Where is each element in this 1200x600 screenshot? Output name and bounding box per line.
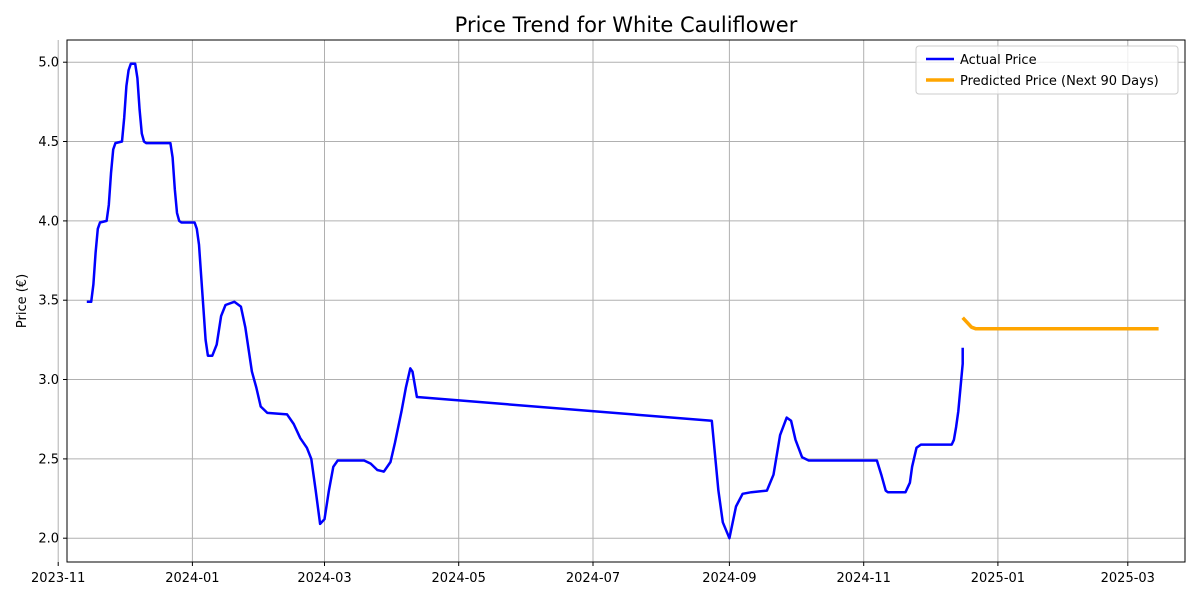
legend: Actual Price Predicted Price (Next 90 Da… <box>915 45 1179 95</box>
x-tick-label: 2024-07 <box>566 571 620 586</box>
grid <box>57 40 1185 562</box>
legend-label-actual: Actual Price <box>960 53 1037 68</box>
y-axis: 2.0 2.5 3.0 3.5 4.0 4.5 5.0 <box>38 56 67 547</box>
x-tick-label: 2023-11 <box>31 571 85 586</box>
x-tick-label: 2025-01 <box>971 571 1025 586</box>
series-line-actual-price <box>86 62 964 540</box>
y-tick-label: 3.0 <box>38 373 59 388</box>
y-tick-label: 5.0 <box>38 56 59 71</box>
legend-box <box>915 45 1179 95</box>
series-line-predicted-price <box>961 316 1159 331</box>
y-tick-label: 2.5 <box>38 452 59 467</box>
y-tick-label: 4.0 <box>38 214 59 229</box>
x-tick-label: 2025-03 <box>1101 571 1155 586</box>
y-tick-label: 4.5 <box>38 135 59 150</box>
y-tick-label: 2.0 <box>38 532 59 547</box>
x-axis: 2023-11 2024-01 2024-03 2024-05 2024-07 2024-… <box>31 562 1155 586</box>
plot-frame <box>66 39 1186 563</box>
x-tick-label: 2024-03 <box>297 571 351 586</box>
y-tick-label: 3.5 <box>38 294 59 309</box>
y-axis-label: Price (€) <box>15 274 30 328</box>
x-tick-label: 2024-05 <box>432 571 486 586</box>
x-tick-label: 2024-09 <box>702 571 756 586</box>
x-tick-label: 2024-11 <box>837 571 891 586</box>
x-tick-label: 2024-01 <box>165 571 219 586</box>
legend-label-predicted: Predicted Price (Next 90 Days) <box>960 74 1159 89</box>
chart-title: Price Trend for White Cauliflower <box>455 13 798 37</box>
series-layer <box>86 62 1159 540</box>
